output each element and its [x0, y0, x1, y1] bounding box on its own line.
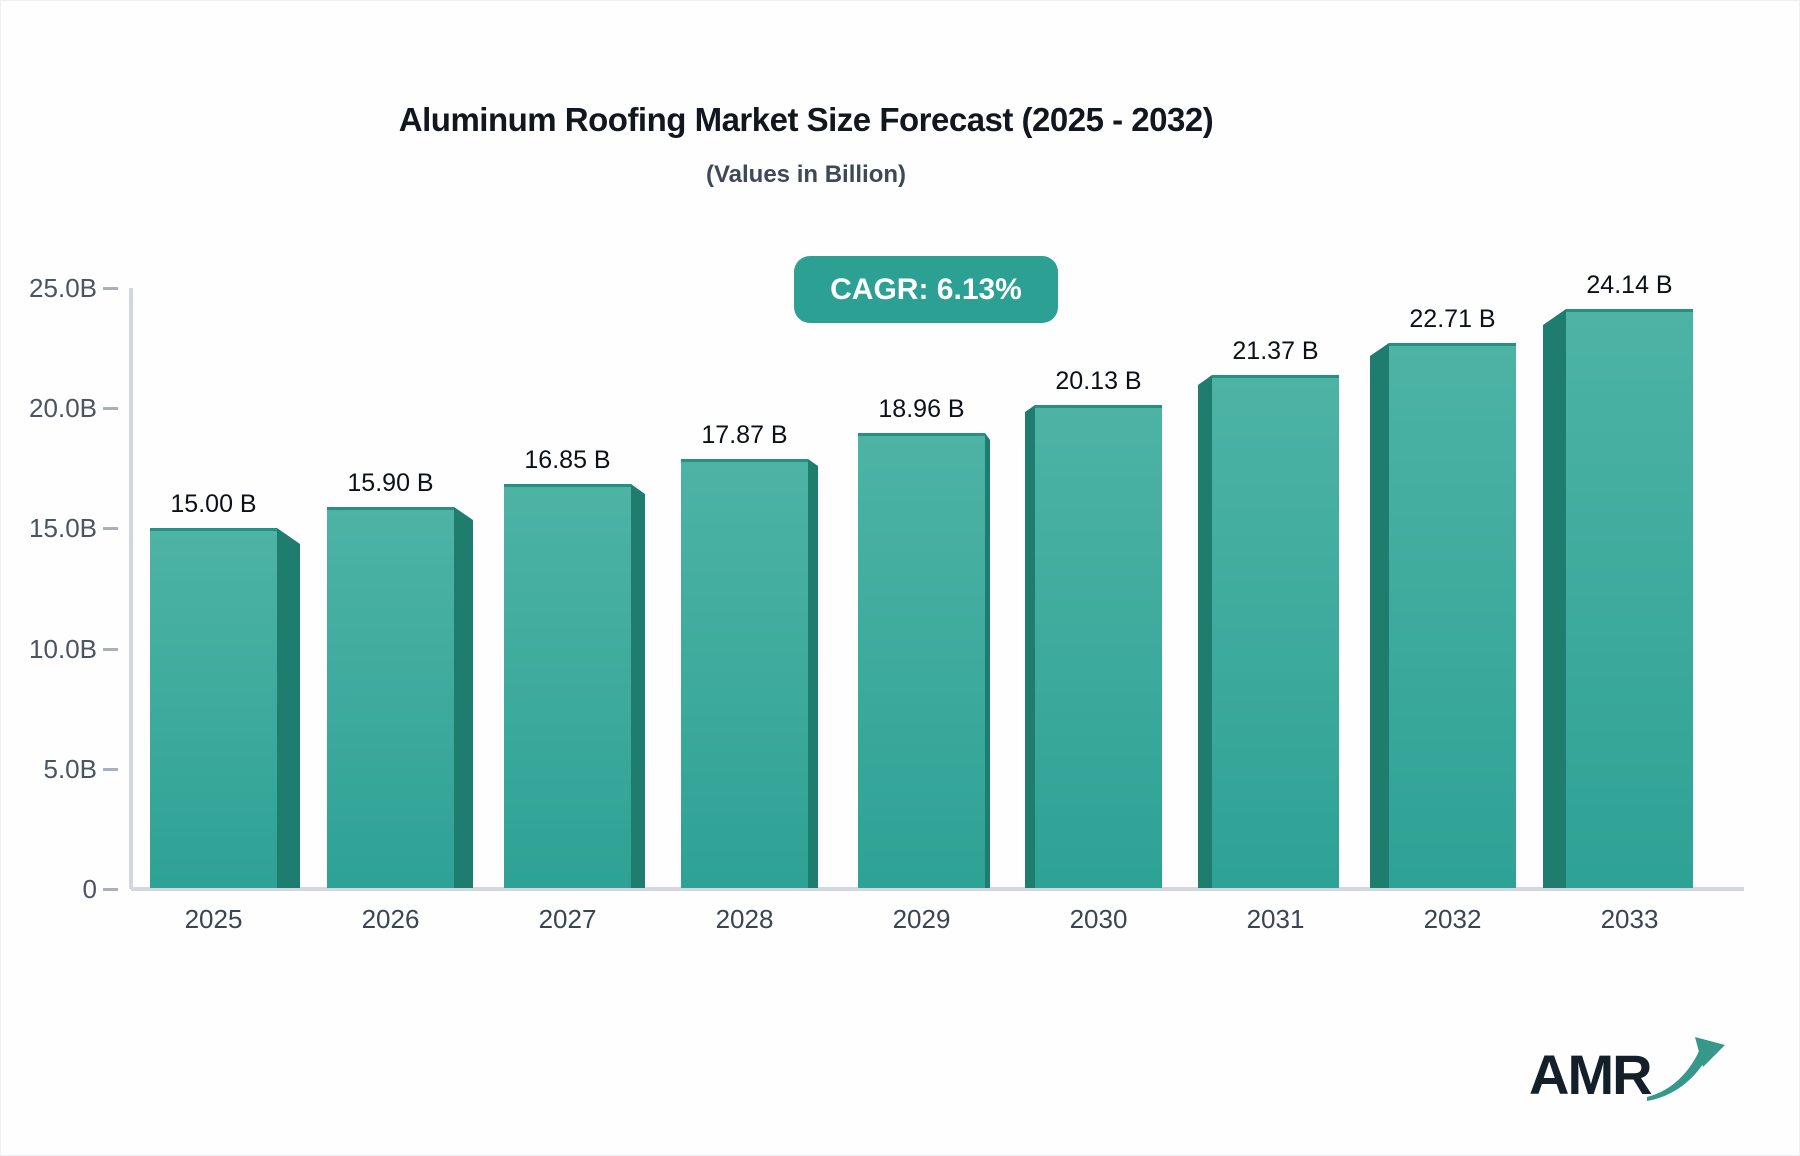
bar-2026 — [327, 507, 454, 888]
bar-2030 — [1035, 405, 1162, 888]
amr-logo: AMR — [1529, 1029, 1759, 1119]
y-tick-mark — [103, 767, 118, 771]
bar-side-face-2033 — [1543, 309, 1566, 888]
x-tick-label-2029: 2029 — [892, 904, 951, 934]
cagr-badge-label: CAGR: 6.13% — [830, 272, 1022, 306]
x-tick-label-2031: 2031 — [1246, 904, 1305, 934]
y-tick-mark — [103, 407, 118, 411]
x-axis-baseline — [131, 887, 1744, 891]
bar-value-label-2032: 22.71 B — [1409, 305, 1496, 333]
y-tick-label-10.0B: 10.0B — [29, 633, 97, 664]
bar-2028 — [681, 459, 808, 888]
bar-side-face-2025 — [277, 528, 300, 888]
bar-value-label-2026: 15.90 B — [347, 469, 434, 497]
bar-2032 — [1389, 343, 1516, 888]
bar-2031 — [1212, 375, 1339, 888]
bar-value-label-2029: 18.96 B — [878, 395, 965, 423]
bar-side-face-2032 — [1370, 343, 1389, 888]
cagr-badge: CAGR: 6.13% — [794, 256, 1058, 323]
x-tick-label-2033: 2033 — [1600, 904, 1659, 934]
bar-value-label-2025: 15.00 B — [170, 490, 257, 518]
y-tick-label-25.0B: 25.0B — [29, 273, 97, 303]
y-tick-mark — [103, 287, 118, 290]
bar-side-face-2028 — [808, 459, 818, 888]
chart-title: Aluminum Roofing Market Size Forecast (2… — [398, 101, 1214, 138]
bar-side-face-2029 — [985, 433, 990, 888]
bar-value-label-2030: 20.13 B — [1055, 367, 1142, 395]
x-tick-label-2026: 2026 — [361, 904, 420, 934]
bar-side-face-2031 — [1198, 375, 1212, 888]
bar-value-label-2027: 16.85 B — [524, 446, 611, 474]
bar-2029 — [858, 433, 985, 888]
x-tick-label-2025: 2025 — [184, 904, 243, 934]
y-tick-mark — [103, 647, 118, 651]
y-tick-label-0: 0 — [82, 874, 97, 904]
growth-arrow-icon — [1646, 1037, 1725, 1101]
x-tick-label-2030: 2030 — [1069, 904, 1128, 934]
bar-side-face-2027 — [631, 484, 645, 888]
amr-logo-text: AMR — [1529, 1042, 1653, 1106]
bar-side-face-2026 — [454, 507, 473, 888]
bar-2027 — [504, 484, 631, 888]
bar-2033 — [1566, 309, 1693, 888]
y-tick-label-20.0B: 20.0B — [29, 393, 97, 424]
x-tick-label-2027: 2027 — [538, 904, 597, 934]
bar-value-label-2033: 24.14 B — [1586, 271, 1673, 299]
bar-side-face-2030 — [1025, 405, 1035, 888]
y-tick-label-15.0B: 15.0B — [29, 513, 97, 544]
x-tick-label-2028: 2028 — [715, 904, 774, 934]
y-tick-mark — [103, 888, 118, 891]
bar-value-label-2028: 17.87 B — [701, 421, 788, 449]
y-axis-line — [129, 288, 133, 889]
y-tick-label-5.0B: 5.0B — [43, 753, 98, 784]
x-tick-label-2032: 2032 — [1423, 904, 1482, 934]
bar-2025 — [150, 528, 277, 888]
y-tick-mark — [103, 527, 118, 531]
chart-subtitle: (Values in Billion) — [705, 161, 907, 188]
bar-value-label-2031: 21.37 B — [1232, 337, 1319, 365]
